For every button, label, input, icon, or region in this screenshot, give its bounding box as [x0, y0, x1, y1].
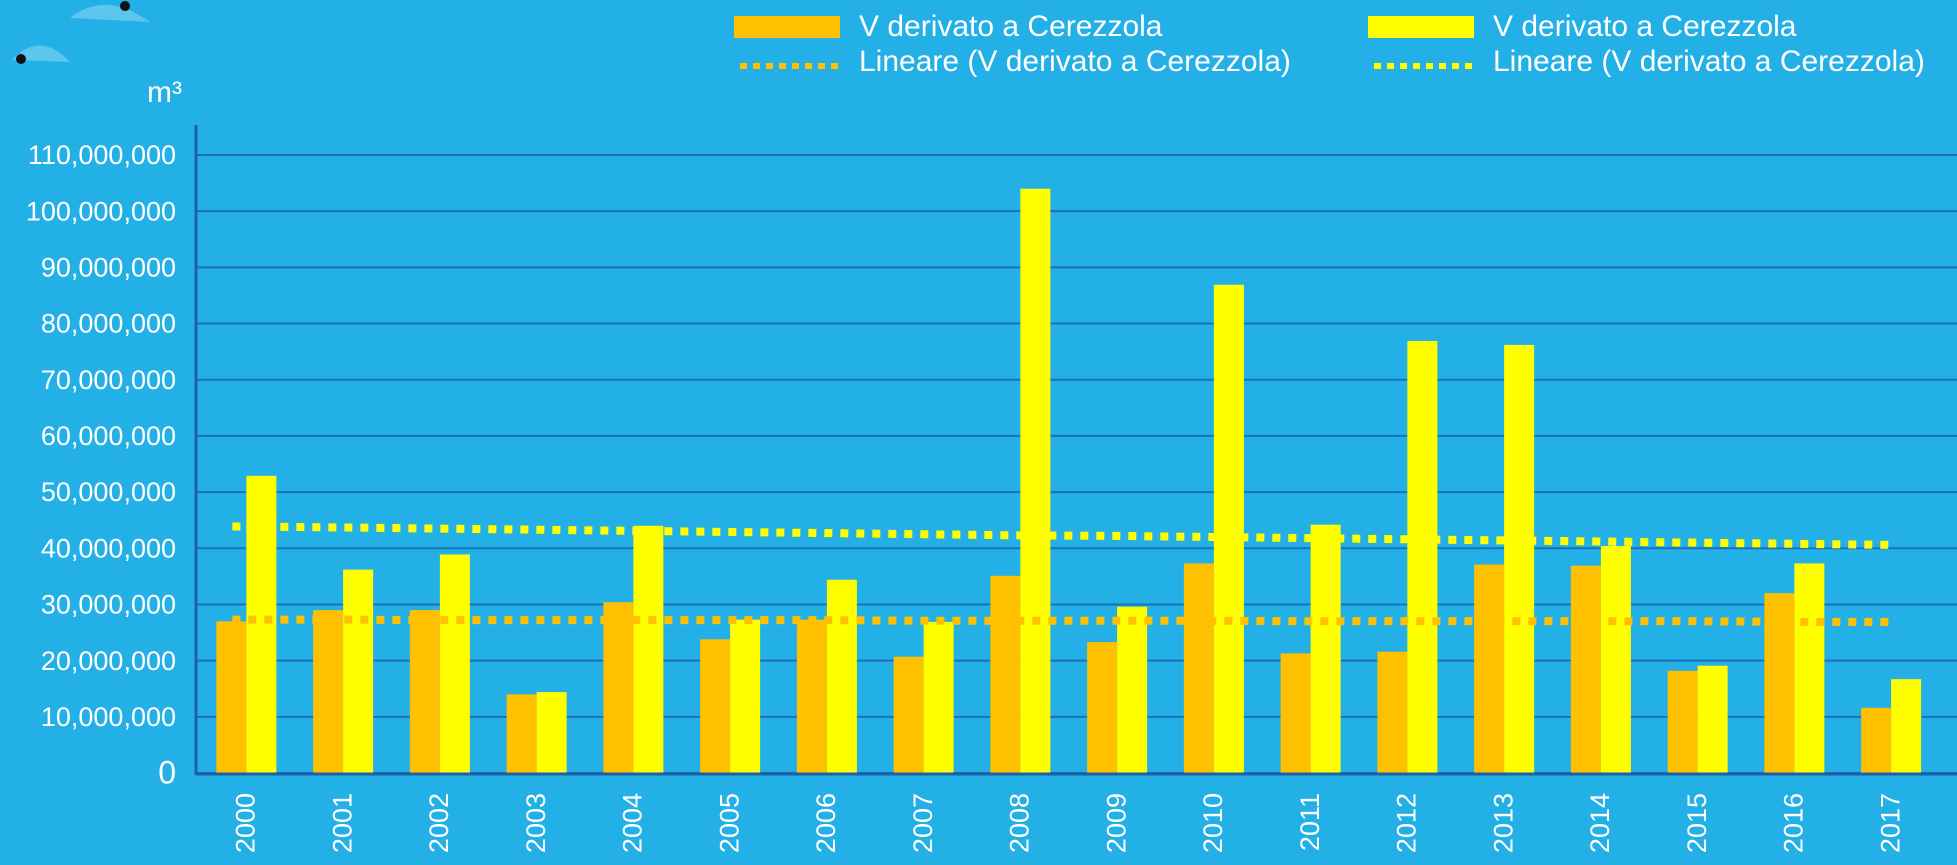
y-tick-label: 80,000,000	[41, 309, 176, 339]
y-tick-label: 110,000,000	[28, 140, 176, 170]
bar	[1698, 666, 1728, 773]
y-tick-label: 100,000,000	[26, 196, 176, 226]
legend-swatch	[1368, 16, 1474, 38]
x-tick-label: 2004	[618, 793, 648, 853]
bar	[603, 602, 633, 773]
x-tick-label: 2006	[811, 793, 841, 853]
x-tick-label: 2012	[1392, 793, 1422, 853]
trend-line	[232, 526, 1891, 545]
legend-label: V derivato a Cerezzola	[1493, 10, 1797, 43]
x-tick-label: 2007	[908, 793, 938, 853]
bar	[507, 694, 537, 773]
x-tick-label: 2002	[424, 793, 454, 853]
bar	[1281, 653, 1311, 773]
x-tick-label: 2014	[1585, 793, 1615, 853]
y-axis-label: m³	[147, 76, 182, 109]
x-tick-label: 2003	[521, 793, 551, 853]
y-tick-label: 30,000,000	[41, 590, 176, 620]
x-tick-label: 2008	[1005, 793, 1035, 853]
bar	[410, 610, 440, 773]
legend-label: V derivato a Cerezzola	[859, 10, 1163, 43]
bar	[1117, 607, 1147, 773]
x-tick-label: 2011	[1295, 793, 1325, 851]
bar	[827, 580, 857, 773]
bar	[343, 570, 373, 773]
decoration	[12, 1, 150, 64]
x-tick-label: 2017	[1875, 793, 1905, 853]
bar	[1087, 642, 1117, 773]
bar	[1407, 341, 1437, 773]
bar	[313, 610, 343, 773]
bar	[1020, 189, 1050, 773]
legend-label: Lineare (V derivato a Cerezzola)	[859, 45, 1291, 78]
bar	[797, 620, 827, 773]
bar	[1311, 525, 1341, 773]
trend-line	[232, 620, 1891, 622]
bar	[1861, 708, 1891, 773]
x-tick-label: 2005	[714, 793, 744, 853]
y-tick-label: 90,000,000	[41, 252, 176, 282]
bar	[1474, 565, 1504, 773]
y-tick-label: 40,000,000	[41, 533, 176, 563]
chart: m³ 0 10,000,000 20,000,000 30,000,000 40,000…	[0, 0, 1957, 865]
bar	[990, 576, 1020, 773]
legend-swatch	[734, 16, 840, 38]
x-tick-label: 2001	[327, 793, 357, 853]
bar	[1214, 285, 1244, 773]
bar	[1504, 345, 1534, 773]
bar	[700, 639, 730, 773]
bar	[246, 476, 276, 773]
legend-label: Lineare (V derivato a Cerezzola)	[1493, 45, 1925, 78]
x-tick-label: 2016	[1779, 793, 1809, 853]
bar	[1571, 566, 1601, 773]
bar	[894, 657, 924, 773]
x-tick-label: 2015	[1682, 793, 1712, 853]
page: {"chart_data": { "type": "bar", "y_label…	[0, 0, 1957, 865]
y-tick-label: 0	[158, 754, 176, 790]
bar	[1377, 652, 1407, 773]
y-tick-label: 10,000,000	[41, 702, 176, 732]
x-tick-label: 2009	[1101, 793, 1131, 853]
bar	[1794, 563, 1824, 773]
y-tick-label: 50,000,000	[41, 477, 176, 507]
bar	[1668, 671, 1698, 773]
bar	[1891, 679, 1921, 773]
bar	[924, 622, 954, 773]
y-tick-label: 60,000,000	[41, 421, 176, 451]
bar	[1601, 546, 1631, 773]
bar	[216, 621, 246, 773]
x-tick-label: 2013	[1488, 793, 1518, 853]
x-tick-label: 2010	[1198, 793, 1228, 853]
bar	[440, 554, 470, 773]
bar	[730, 620, 760, 773]
x-tick-label: 2000	[231, 793, 261, 853]
bar	[633, 526, 663, 773]
bar	[537, 692, 567, 773]
y-tick-label: 70,000,000	[41, 365, 176, 395]
y-tick-label: 20,000,000	[41, 646, 176, 676]
bar	[1184, 563, 1214, 773]
